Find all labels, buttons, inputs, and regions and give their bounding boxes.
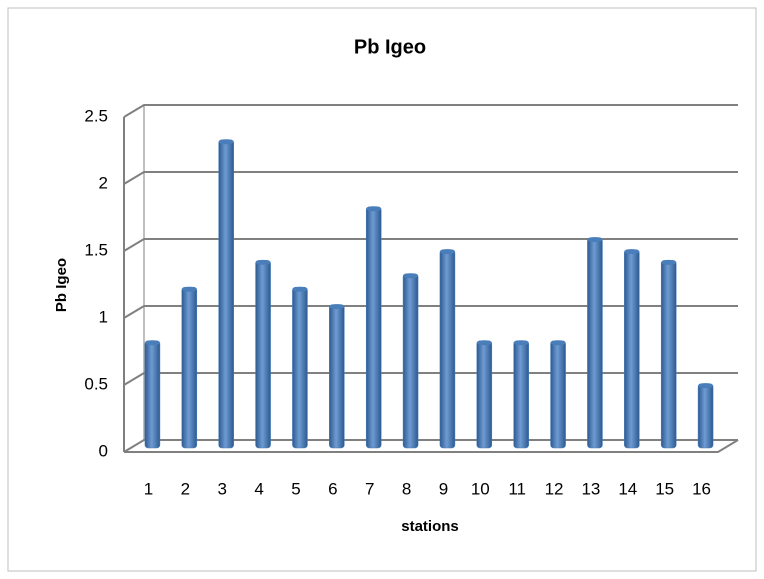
x-tick-label: 7	[365, 479, 374, 498]
x-tick-label: 12	[545, 479, 564, 498]
x-tick-label: 11	[508, 479, 526, 498]
chart-border	[7, 7, 757, 572]
y-tick-label: 0	[99, 441, 108, 460]
x-tick-label: 16	[692, 479, 711, 498]
y-tick-label: 1	[99, 307, 108, 326]
bar	[624, 249, 640, 449]
bar	[660, 259, 677, 449]
bar	[697, 383, 714, 449]
x-axis-title: stations	[401, 518, 459, 535]
bar	[144, 340, 161, 449]
x-tick-label: 15	[655, 479, 674, 498]
x-tick-label: 13	[581, 479, 600, 498]
x-tick-label: 8	[402, 479, 411, 498]
bar	[402, 273, 419, 449]
y-tick-label: 1.5	[84, 240, 108, 259]
floor	[124, 439, 739, 453]
x-tick-label: 2	[181, 479, 190, 498]
bar	[218, 139, 234, 449]
bar	[439, 249, 456, 449]
x-tick-label: 5	[291, 479, 300, 498]
bar	[513, 340, 529, 449]
bar	[181, 286, 198, 449]
x-tick-label: 1	[144, 479, 153, 498]
y-tick-label: 2.5	[84, 106, 108, 125]
x-tick-label: 10	[471, 479, 490, 498]
y-tick-label: 2	[99, 173, 108, 192]
y-tick-label: 0.5	[84, 374, 108, 393]
x-tick-label: 9	[439, 479, 448, 498]
bar	[255, 259, 271, 449]
x-tick-label: 3	[217, 479, 226, 498]
y-axis-title: Pb Igeo	[53, 258, 70, 312]
x-tick-label: 6	[328, 479, 337, 498]
x-tick-label: 4	[254, 479, 263, 498]
x-tick-label: 14	[618, 479, 637, 498]
bar	[292, 286, 308, 449]
bar	[476, 340, 493, 449]
bar	[587, 237, 603, 449]
bar	[329, 304, 345, 449]
bar	[365, 206, 382, 449]
bar	[550, 340, 566, 449]
chart-title: Pb Igeo	[354, 36, 426, 58]
